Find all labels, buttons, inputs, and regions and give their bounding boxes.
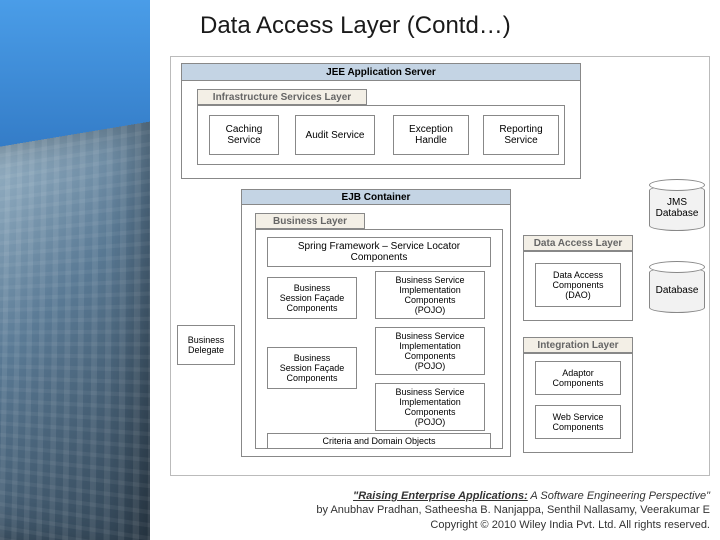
- jee-header: JEE Application Server: [181, 63, 581, 81]
- bsfc-1: Business Session Façade Components: [267, 277, 357, 319]
- building-graphic: [0, 118, 150, 540]
- db-icon: Database: [649, 267, 705, 313]
- pojo-2: Business Service Implementation Componen…: [375, 327, 485, 375]
- infra-layer-label: Infrastructure Services Layer: [197, 89, 367, 105]
- dao: Data Access Components (DAO): [535, 263, 621, 307]
- footer: "Raising Enterprise Applications: A Soft…: [316, 489, 710, 532]
- exception-handle: Exception Handle: [393, 115, 469, 155]
- web-service: Web Service Components: [535, 405, 621, 439]
- footer-copyright: Copyright © 2010 Wiley India Pvt. Ltd. A…: [316, 518, 710, 532]
- criteria-domain: Criteria and Domain Objects: [267, 433, 491, 449]
- business-layer-label: Business Layer: [255, 213, 365, 229]
- jms-db-icon: JMS Database: [649, 185, 705, 231]
- pojo-1: Business Service Implementation Componen…: [375, 271, 485, 319]
- slide-title: Data Access Layer (Contd…): [200, 12, 511, 40]
- reporting-service: Reporting Service: [483, 115, 559, 155]
- adaptor: Adaptor Components: [535, 361, 621, 395]
- audit-service: Audit Service: [295, 115, 375, 155]
- footer-title-main: "Raising Enterprise Applications:: [353, 490, 528, 502]
- sidebar-decoration: [0, 0, 150, 540]
- caching-service: Caching Service: [209, 115, 279, 155]
- jms-db-label: JMS Database: [649, 197, 705, 219]
- dal-label: Data Access Layer: [523, 235, 633, 251]
- slide: Data Access Layer (Contd…) JEE Applicati…: [0, 0, 720, 540]
- ejb-header: EJB Container: [241, 189, 511, 205]
- business-delegate: Business Delegate: [177, 325, 235, 365]
- bsfc-2: Business Session Façade Components: [267, 347, 357, 389]
- integration-label: Integration Layer: [523, 337, 633, 353]
- db-label: Database: [649, 285, 705, 296]
- architecture-diagram: JEE Application Server Infrastructure Se…: [170, 56, 710, 476]
- footer-authors: by Anubhav Pradhan, Satheesha B. Nanjapp…: [316, 503, 710, 517]
- spring-locator: Spring Framework – Service Locator Compo…: [267, 237, 491, 267]
- footer-title: "Raising Enterprise Applications: A Soft…: [316, 489, 710, 503]
- footer-title-sub: A Software Engineering Perspective": [528, 490, 710, 502]
- pojo-3: Business Service Implementation Componen…: [375, 383, 485, 431]
